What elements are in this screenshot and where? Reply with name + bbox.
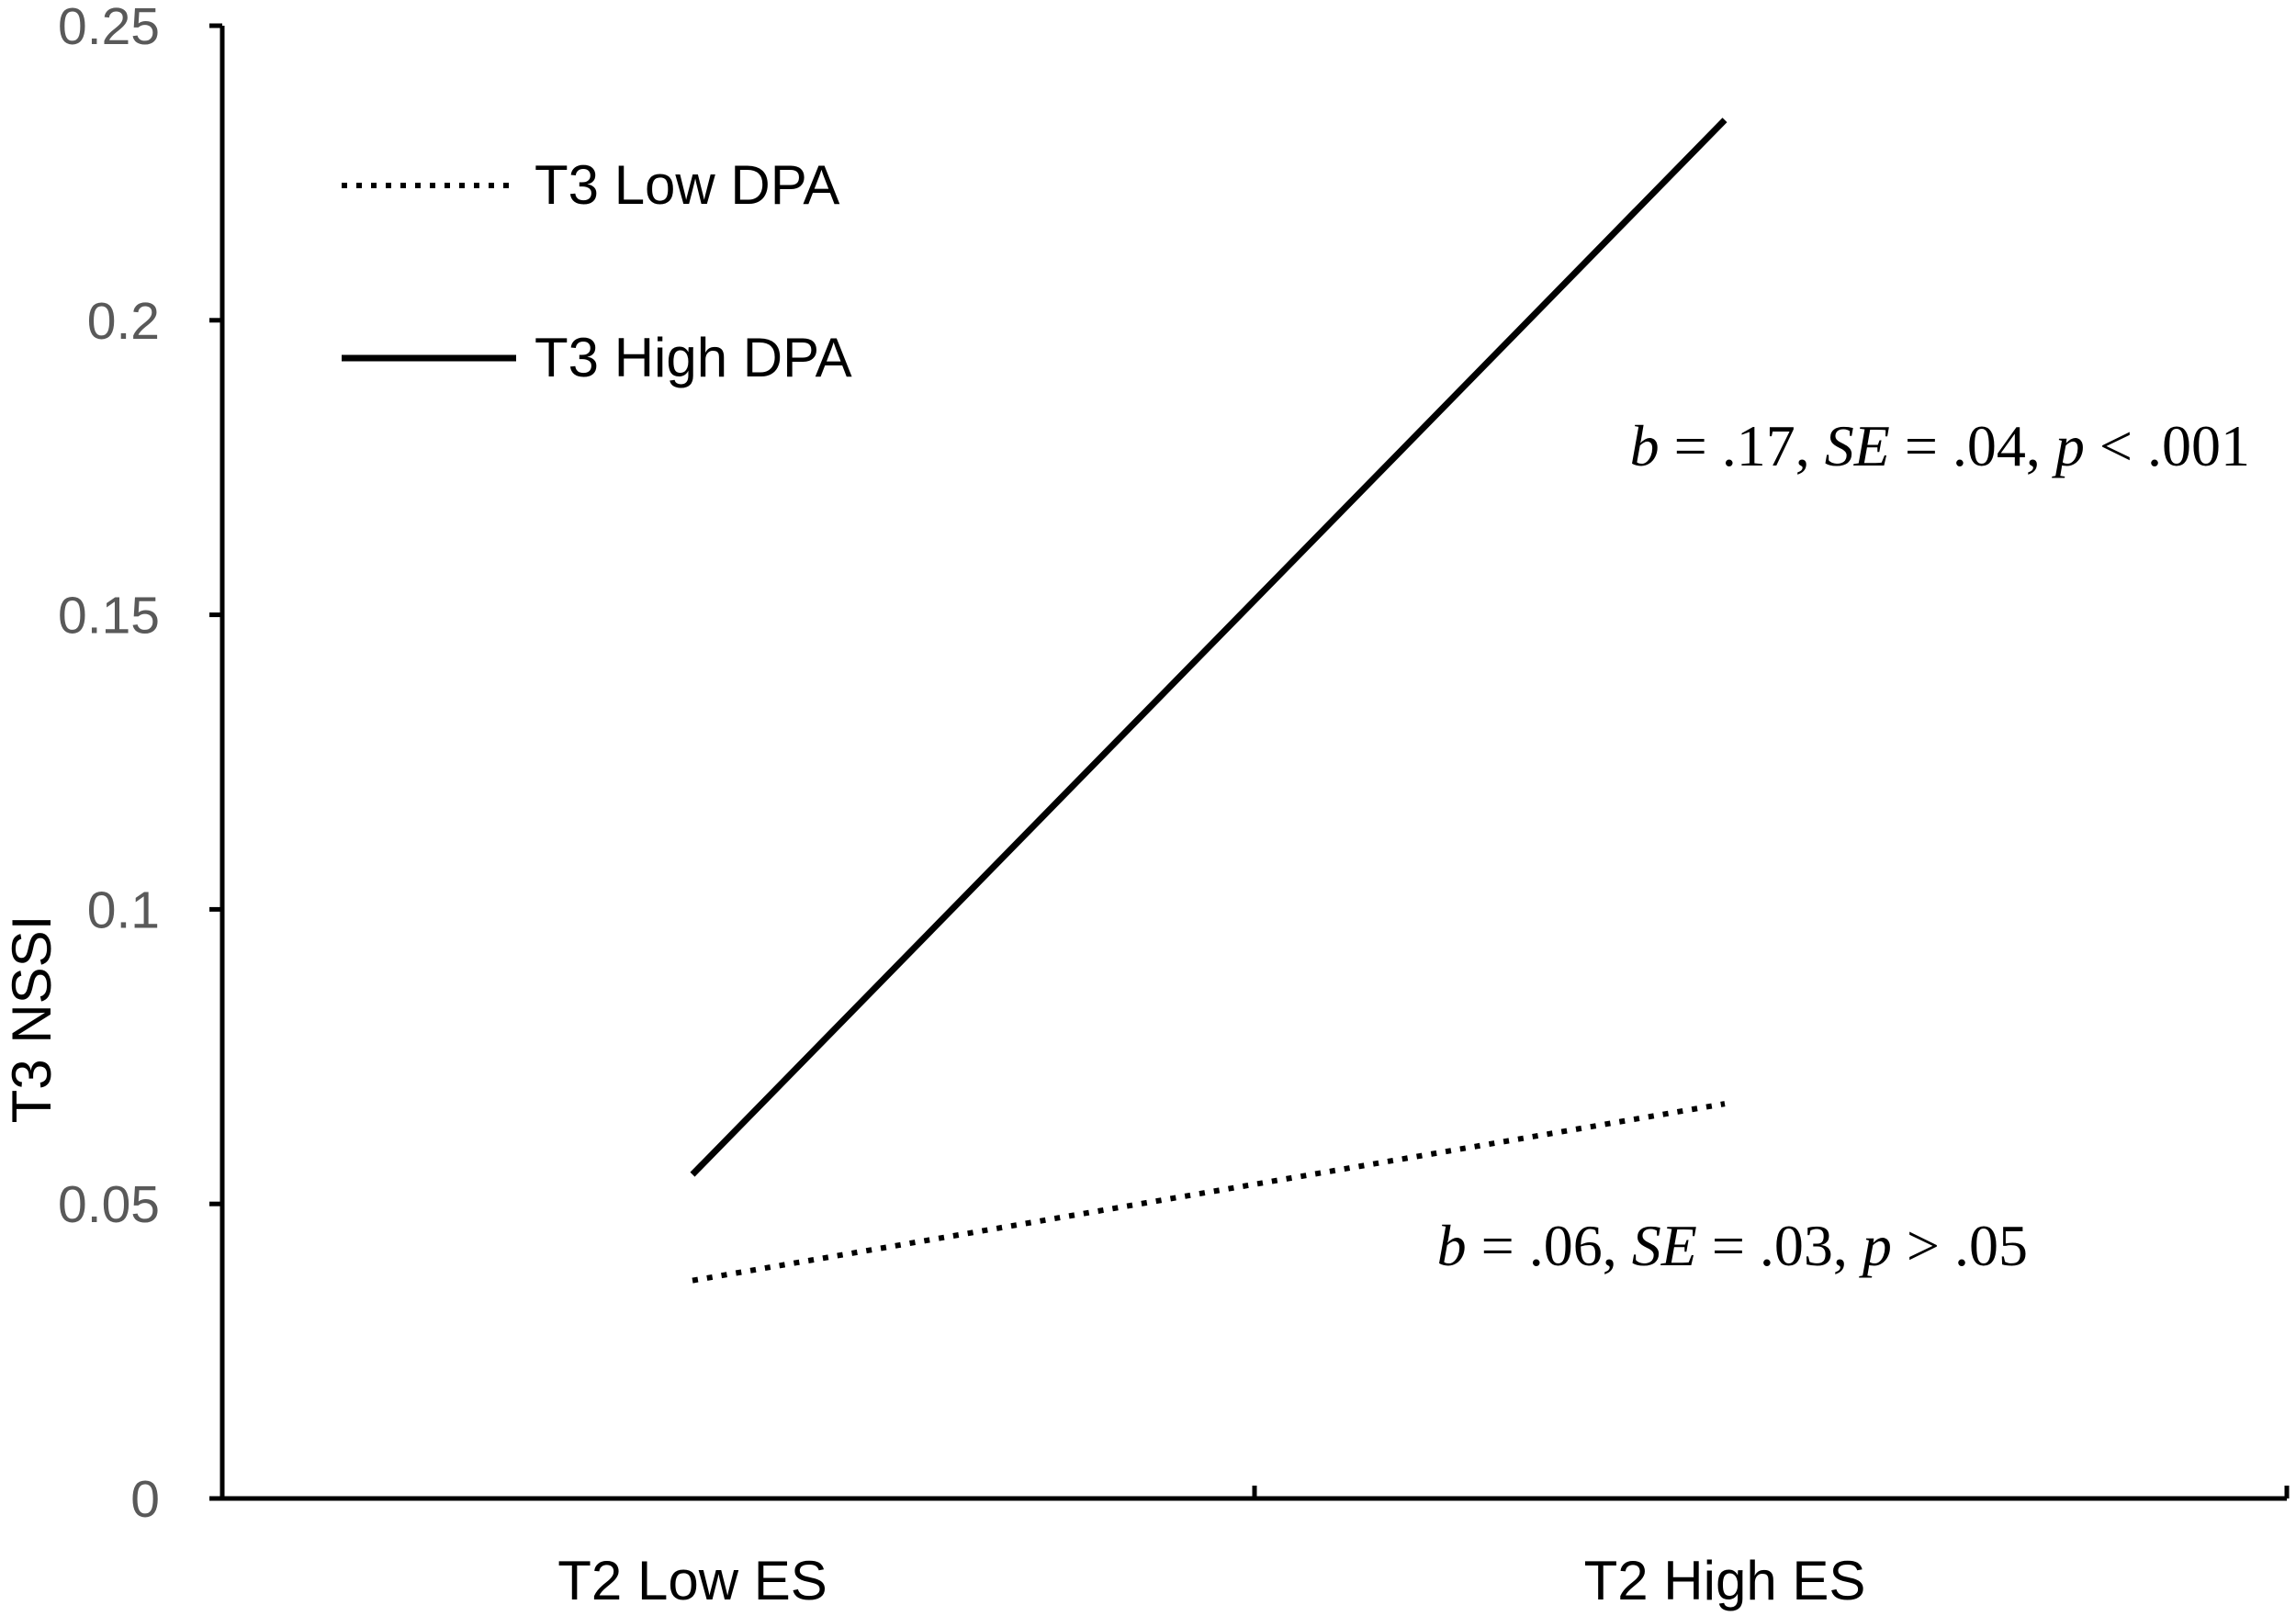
y-tick-label: 0.05 [58, 1175, 160, 1234]
y-axis-title: T3 NSSI [1, 915, 62, 1124]
y-tick-label: 0.2 [87, 292, 160, 351]
series-line-high-dpa [690, 118, 1728, 1177]
y-tick-label: 0.1 [87, 881, 160, 939]
y-tick-label: 0.25 [58, 0, 160, 56]
annotation-low-dpa: b = .06, SE = .03, p > .05 [1437, 1213, 2028, 1278]
x-category-label: T2 Low ES [557, 1550, 827, 1611]
y-tick-label: 0 [130, 1470, 160, 1529]
annotation-high-dpa: b = .17, SE = .04, p < .001 [1630, 413, 2250, 478]
legend: T3 Low DPA T3 High DPA [342, 154, 852, 388]
legend-label-low-dpa: T3 Low DPA [535, 154, 839, 216]
x-category-label: T2 High ES [1584, 1550, 1866, 1611]
legend-label-high-dpa: T3 High DPA [535, 327, 852, 388]
y-tick-label: 0.15 [58, 587, 160, 645]
